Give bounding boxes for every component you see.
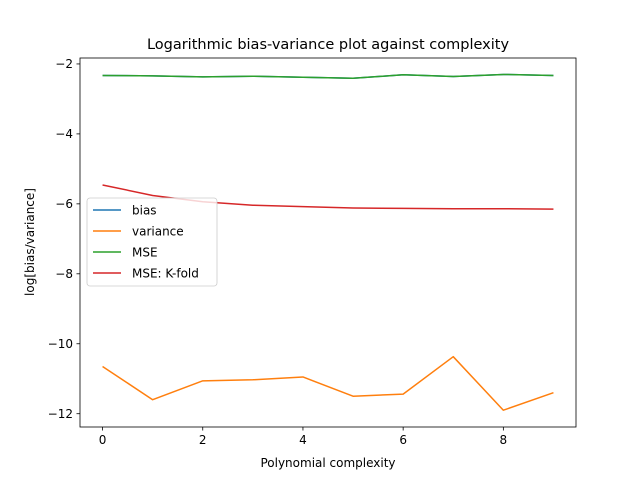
legend-label-mse: MSE [132, 245, 158, 259]
chart-title: Logarithmic bias-variance plot against c… [147, 37, 510, 53]
y-tick-label: −2 [55, 57, 73, 71]
x-tick-label: 2 [199, 433, 207, 447]
x-tick-label: 0 [99, 433, 107, 447]
legend-label-mse-k-fold: MSE: K-fold [132, 266, 199, 280]
y-tick-label: −4 [55, 127, 73, 141]
y-tick-label: −6 [55, 197, 73, 211]
y-axis-title: log[bias/variance] [23, 188, 37, 296]
legend-box [86, 197, 218, 287]
y-tick-label: −12 [48, 407, 73, 421]
y-tick-label: −10 [48, 337, 73, 351]
legend-label-bias: bias [132, 203, 157, 217]
series-line-mse [102, 73, 554, 80]
x-tick-label: 8 [500, 433, 508, 447]
legend: bias variance MSE MSE: K-fold [86, 197, 218, 287]
series-line-variance [102, 355, 554, 411]
y-tick-label: −8 [55, 267, 73, 281]
x-axis-title: Polynomial complexity [260, 456, 395, 470]
legend-label-variance: variance [132, 224, 184, 238]
x-tick-label: 6 [399, 433, 407, 447]
plot-frame [79, 57, 577, 428]
x-tick-label: 4 [299, 433, 307, 447]
